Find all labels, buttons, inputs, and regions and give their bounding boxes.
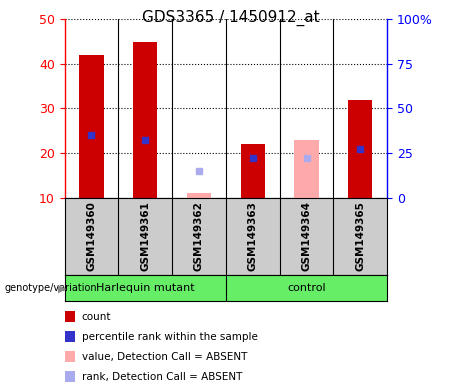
Text: genotype/variation: genotype/variation — [5, 283, 97, 293]
Text: GSM149365: GSM149365 — [355, 201, 366, 271]
Text: percentile rank within the sample: percentile rank within the sample — [82, 332, 258, 342]
Bar — [79, 55, 104, 198]
Text: control: control — [287, 283, 326, 293]
Text: GSM149364: GSM149364 — [301, 201, 312, 271]
Text: GDS3365 / 1450912_at: GDS3365 / 1450912_at — [142, 10, 319, 26]
Bar — [295, 140, 319, 198]
Bar — [133, 41, 157, 198]
Text: count: count — [82, 312, 111, 322]
Text: value, Detection Call = ABSENT: value, Detection Call = ABSENT — [82, 352, 247, 362]
Bar — [187, 193, 211, 198]
Text: GSM149363: GSM149363 — [248, 201, 258, 271]
Bar — [241, 144, 265, 198]
Text: GSM149360: GSM149360 — [86, 201, 96, 271]
Text: rank, Detection Call = ABSENT: rank, Detection Call = ABSENT — [82, 372, 242, 382]
Text: Harlequin mutant: Harlequin mutant — [96, 283, 195, 293]
Text: ▶: ▶ — [58, 283, 66, 293]
Text: GSM149362: GSM149362 — [194, 201, 204, 271]
Bar — [348, 99, 372, 198]
Text: GSM149361: GSM149361 — [140, 201, 150, 271]
